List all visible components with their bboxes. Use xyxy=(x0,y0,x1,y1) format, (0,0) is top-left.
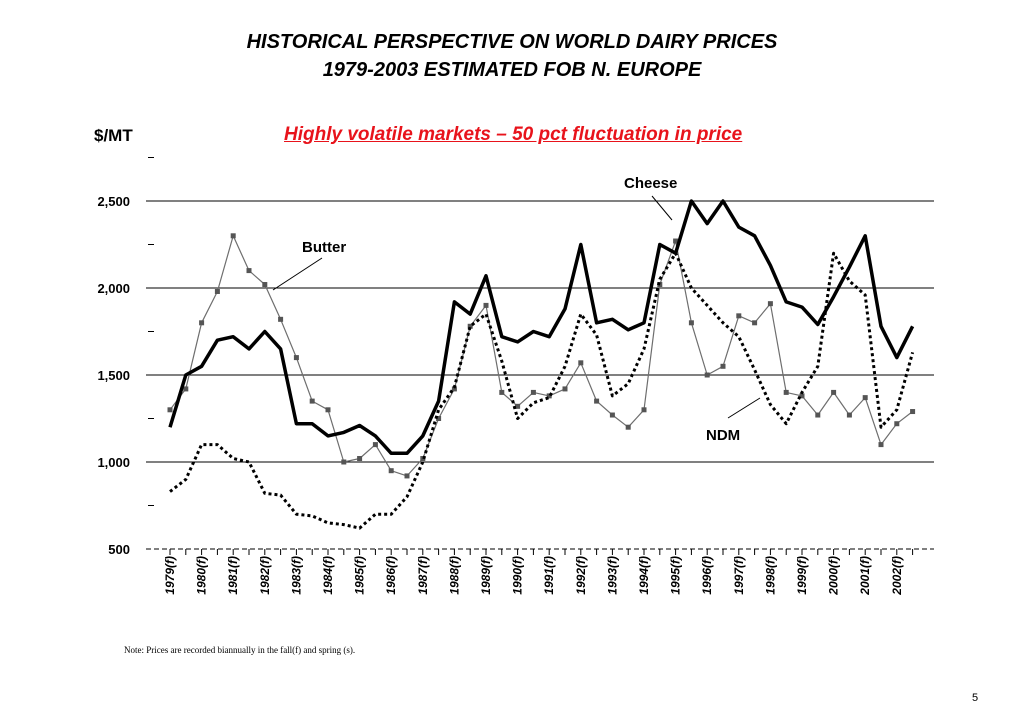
butter-point xyxy=(831,389,837,395)
x-tick-label: 1994(f) xyxy=(637,556,651,595)
x-tick-label: 2000(f) xyxy=(827,556,841,596)
butter-annotation-label: Butter xyxy=(302,239,346,256)
butter-point xyxy=(372,442,378,448)
butter-point xyxy=(436,416,442,421)
butter-point xyxy=(293,355,299,361)
butter-point xyxy=(815,412,821,418)
x-tick-label: 1997(f) xyxy=(732,556,746,595)
butter-point xyxy=(546,393,552,399)
butter-point xyxy=(767,301,773,307)
x-tick-label: 2001(f) xyxy=(858,556,872,596)
x-tick-label: 2002(f) xyxy=(890,556,904,596)
butter-point xyxy=(483,302,489,308)
butter-point xyxy=(183,386,189,392)
butter-leader-line xyxy=(272,257,323,291)
butter-point xyxy=(246,268,252,274)
axes: 500 1,000 1,500 2,000 2,500 1979(f) 1980(f) 198… xyxy=(97,157,934,596)
butter-point xyxy=(641,407,647,413)
x-tick-label: 1992(f) xyxy=(574,556,588,595)
butter-point xyxy=(214,288,220,294)
slide-title-line-2: 1979-2003 ESTIMATED FOB N. EUROPE xyxy=(322,59,702,81)
butter-point xyxy=(230,233,236,239)
butter-point xyxy=(451,386,457,392)
annotation-labels: Cheese Butter NDM xyxy=(272,175,761,444)
slide-title-line-1: HISTORICAL PERSPECTIVE ON WORLD DAIRY PR… xyxy=(246,31,778,53)
butter-point xyxy=(736,313,742,319)
x-tick-label: 1985(f) xyxy=(353,556,367,595)
butter-point xyxy=(894,421,900,427)
x-tick-label: 1982(f) xyxy=(258,556,272,595)
y-axis-unit-label: $/MT xyxy=(94,126,133,145)
x-tick-label: 1999(f) xyxy=(795,556,809,595)
butter-point xyxy=(562,386,568,392)
butter-point xyxy=(609,412,615,418)
butter-point xyxy=(499,389,505,395)
y-tick-label: 2,500 xyxy=(97,194,130,209)
x-tick-label: 1986(f) xyxy=(384,556,398,595)
x-tick-label: 1979(f) xyxy=(163,556,177,595)
butter-point xyxy=(467,323,473,329)
x-tick-label: 1996(f) xyxy=(700,556,714,595)
butter-point xyxy=(530,389,536,395)
x-tick-label: 1984(f) xyxy=(321,556,335,595)
butter-point xyxy=(594,398,600,404)
butter-point xyxy=(341,459,347,465)
x-tick-label: 1993(f) xyxy=(605,556,619,595)
x-tick-label: 1990(f) xyxy=(511,556,525,595)
x-tick-label: 1989(f) xyxy=(479,556,493,595)
butter-point xyxy=(846,412,852,418)
butter-point xyxy=(199,320,205,326)
butter-point xyxy=(625,424,631,430)
butter-point xyxy=(388,468,394,474)
butter-point xyxy=(878,442,884,448)
butter-point xyxy=(578,360,584,366)
x-tick-label: 1983(f) xyxy=(289,556,303,595)
slide-subtitle: Highly volatile markets – 50 pct fluctua… xyxy=(284,124,743,145)
y-tick-label: 1,500 xyxy=(97,368,130,383)
x-tick-label: 1987(f) xyxy=(416,556,430,595)
x-tick-label: 1981(f) xyxy=(226,556,240,595)
butter-point xyxy=(309,398,315,404)
butter-point xyxy=(799,393,805,399)
ndm-series-line xyxy=(169,251,915,530)
x-tick-label: 1995(f) xyxy=(669,556,683,595)
butter-point xyxy=(783,389,789,395)
cheese-series-line xyxy=(168,199,915,456)
butter-point xyxy=(720,363,726,369)
x-tick-label: 1980(f) xyxy=(195,556,209,595)
grid-lines xyxy=(146,200,934,463)
butter-point xyxy=(862,395,868,401)
butter-point xyxy=(357,456,363,462)
ndm-leader-line xyxy=(727,397,761,419)
butter-series-line xyxy=(169,235,913,477)
y-tick-label: 500 xyxy=(108,542,130,557)
butter-point xyxy=(752,320,758,326)
y-tick-label: 2,000 xyxy=(97,281,130,296)
butter-point xyxy=(404,473,410,479)
butter-point xyxy=(278,316,284,322)
butter-point xyxy=(167,407,173,413)
x-tick-label: 1988(f) xyxy=(447,556,461,595)
y-tick-label: 1,000 xyxy=(97,455,130,470)
x-tick-label: 1998(f) xyxy=(763,556,777,595)
x-tick-label: 1991(f) xyxy=(542,556,556,595)
ndm-annotation-label: NDM xyxy=(706,427,740,444)
butter-point xyxy=(262,282,268,288)
page-number: 5 xyxy=(972,692,979,704)
butter-point xyxy=(325,407,331,413)
footnote: Note: Prices are recorded biannually in … xyxy=(124,645,356,655)
cheese-annotation-label: Cheese xyxy=(624,175,677,192)
butter-point xyxy=(673,238,679,244)
butter-point xyxy=(688,320,694,326)
butter-point xyxy=(704,372,710,378)
cheese-leader-line xyxy=(651,195,673,221)
butter-point xyxy=(515,403,521,409)
butter-point xyxy=(910,409,916,415)
series-layer xyxy=(167,199,916,530)
